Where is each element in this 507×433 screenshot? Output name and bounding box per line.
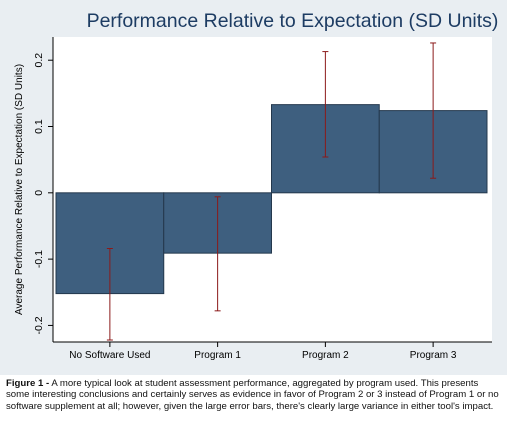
bar-chart: Performance Relative to Expectation (SD … bbox=[14, 10, 499, 361]
y-tick-label: 0 bbox=[33, 190, 45, 196]
x-tick-label: Program 2 bbox=[302, 350, 349, 361]
chart-figure: Performance Relative to Expectation (SD … bbox=[0, 0, 507, 375]
y-tick-label: 0.1 bbox=[33, 119, 45, 134]
caption-text: A more typical look at student assessmen… bbox=[6, 378, 499, 412]
caption-label: Figure 1 - bbox=[6, 378, 50, 389]
x-tick-label: Program 1 bbox=[194, 350, 241, 361]
y-tick-label: 0.2 bbox=[33, 53, 45, 68]
chart-title: Performance Relative to Expectation (SD … bbox=[87, 10, 499, 32]
x-tick-label: Program 3 bbox=[410, 350, 457, 361]
y-axis-label: Average Performance Relative to Expectat… bbox=[14, 64, 25, 315]
y-tick-label: -0.2 bbox=[33, 316, 45, 334]
x-tick-label: No Software Used bbox=[69, 350, 150, 361]
y-tick-label: -0.1 bbox=[33, 250, 45, 268]
figure-caption: Figure 1 - A more typical look at studen… bbox=[6, 378, 501, 412]
